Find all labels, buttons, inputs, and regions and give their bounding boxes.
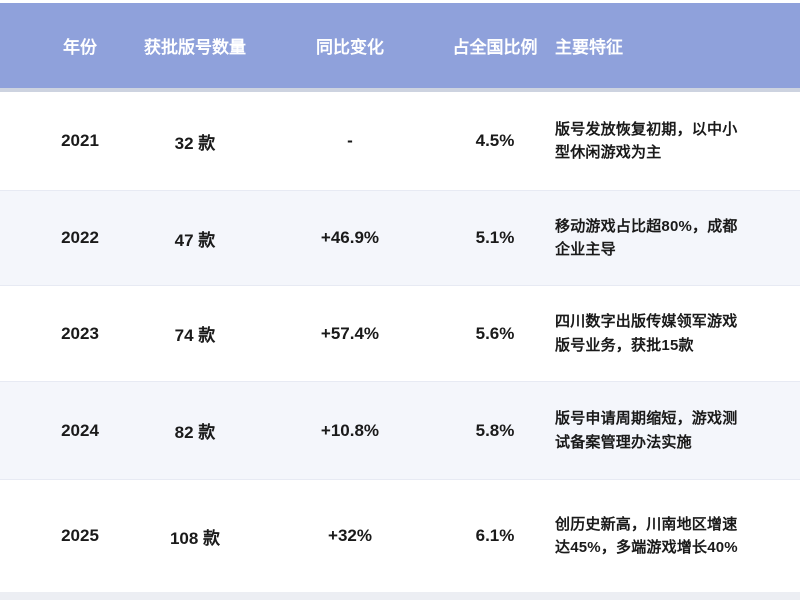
- count-cell: 74 款: [174, 326, 216, 345]
- bottom-edge-strip: [0, 592, 800, 600]
- table-row: 2025 108 款 +32% 6.1% 创历史新高，川南地区增速达45%，多端…: [0, 479, 800, 592]
- yoy-cell: +10.8%: [320, 420, 380, 440]
- count-cell: 82 款: [174, 423, 216, 442]
- share-cell: 5.1%: [475, 228, 515, 247]
- header-cell-yoy: 同比变化: [316, 38, 384, 57]
- header-cell-share: 占全国比例: [452, 38, 538, 57]
- feature-cell: 版号申请周期缩短，游戏测试备案管理办法实施: [555, 410, 738, 451]
- share-cell: 5.8%: [475, 420, 515, 440]
- header-cell-year: 年份: [63, 38, 97, 57]
- table-row: 2024 82 款 +10.8% 5.8% 版号申请周期缩短，游戏测试备案管理办…: [0, 381, 800, 479]
- share-cell: 6.1%: [475, 526, 515, 545]
- count-cell: 108 款: [169, 528, 221, 548]
- feature-cell: 创历史新高，川南地区增速达45%，多端游戏增长40%: [555, 515, 738, 556]
- year-cell: 2023: [61, 323, 99, 343]
- top-margin-strip: [0, 0, 800, 3]
- year-cell: 2022: [61, 228, 99, 247]
- table-row: 2021 32 款 - 4.5% 版号发放恢复初期，以中小型休闲游戏为主: [0, 92, 800, 190]
- feature-cell: 版号发放恢复初期，以中小型休闲游戏为主: [555, 120, 738, 161]
- year-cell: 2025: [61, 526, 99, 545]
- count-cell: 32 款: [174, 133, 216, 153]
- table-row: 2022 47 款 +46.9% 5.1% 移动游戏占比超80%，成都企业主导: [0, 190, 800, 285]
- header-cell-count: 获批版号数量: [144, 38, 246, 57]
- yoy-cell: +57.4%: [320, 323, 380, 343]
- share-cell: 5.6%: [475, 323, 515, 343]
- yoy-cell: +32%: [328, 526, 372, 545]
- table-header-row: 年份 获批版号数量 同比变化 占全国比例 主要特征: [0, 3, 800, 92]
- table-row: 2023 74 款 +57.4% 5.6% 四川数字出版传媒领军游戏版号业务，获…: [0, 285, 800, 381]
- yoy-cell: -: [347, 131, 353, 150]
- feature-cell: 移动游戏占比超80%，成都企业主导: [555, 217, 738, 258]
- count-cell: 47 款: [174, 230, 216, 250]
- year-cell: 2021: [61, 131, 99, 150]
- share-cell: 4.5%: [475, 131, 515, 150]
- yoy-cell: +46.9%: [320, 228, 380, 247]
- header-cell-feature: 主要特征: [555, 38, 623, 57]
- year-cell: 2024: [61, 420, 99, 440]
- feature-cell: 四川数字出版传媒领军游戏版号业务，获批15款: [555, 313, 738, 354]
